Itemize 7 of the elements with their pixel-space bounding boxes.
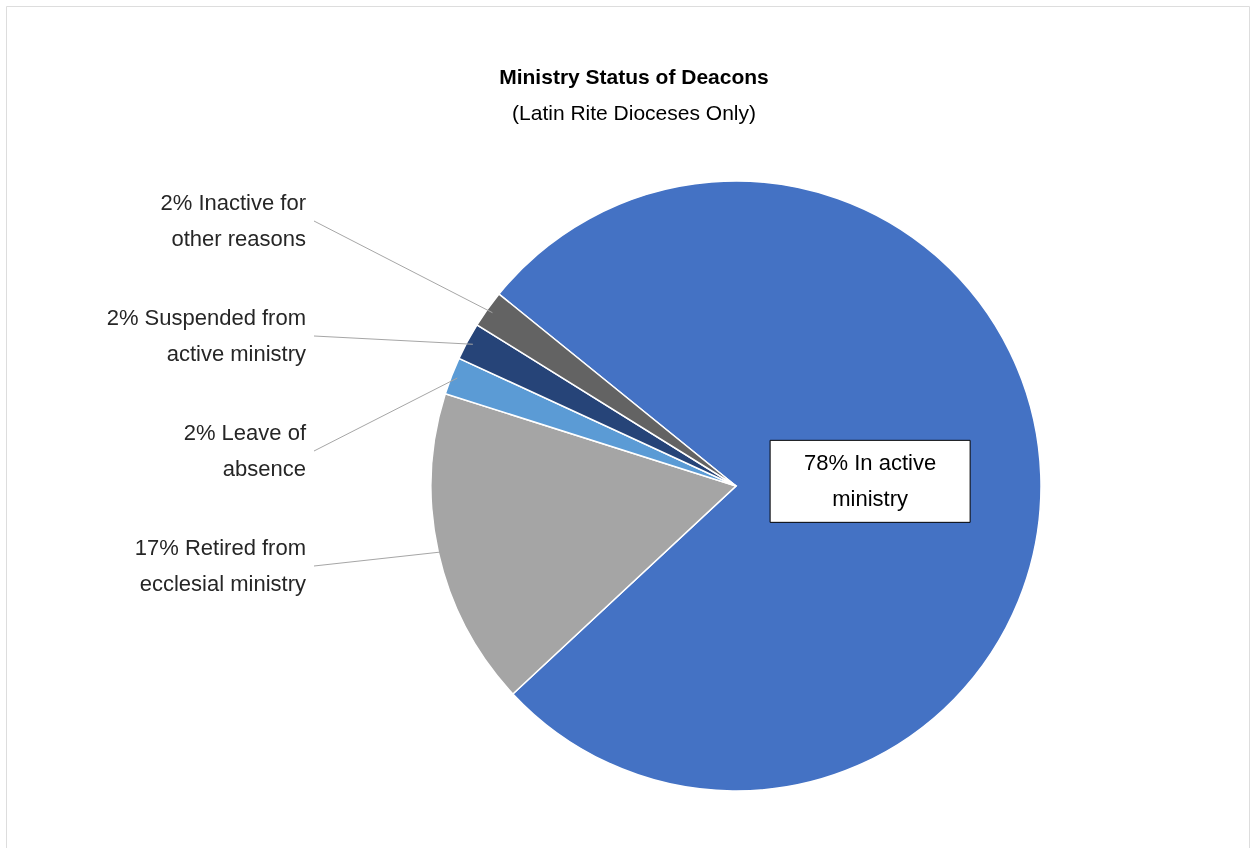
chart-subtitle: (Latin Rite Dioceses Only) [512,101,756,124]
slice-label: 2% Suspended from active ministry [106,305,306,366]
slice-label: 2% Leave of absence [183,420,307,481]
chart-title: Ministry Status of Deacons [499,65,769,88]
slice-label: 78% In active ministry [804,450,937,512]
slice-label: 2% Inactive for other reasons [160,190,306,251]
slice-label: 17% Retired from ecclesial ministry [134,535,306,596]
